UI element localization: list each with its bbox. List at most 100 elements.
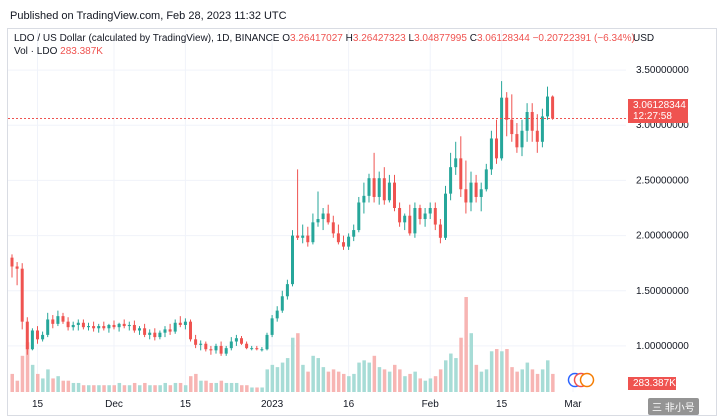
candle-body [71, 324, 75, 328]
candle-body [183, 321, 187, 325]
candle [143, 323, 147, 338]
candle-body [428, 208, 432, 214]
candle [408, 204, 412, 236]
volume-bar [81, 385, 86, 392]
candle [127, 321, 131, 331]
candle-body [30, 330, 34, 350]
volume-bar [275, 367, 280, 392]
candle [336, 224, 340, 245]
volume-bar [260, 387, 264, 392]
candle-body [265, 334, 269, 350]
candle-body [408, 215, 412, 234]
volume-bar [92, 385, 96, 392]
candle [377, 171, 381, 205]
candle-body [87, 326, 90, 328]
candle [398, 202, 402, 227]
volume-bar [454, 358, 458, 392]
watermark: 三 非小号 [648, 398, 699, 415]
volume-bar [398, 369, 402, 392]
candle-body [479, 189, 483, 197]
candle-body [484, 169, 488, 190]
candle-body [36, 330, 39, 340]
volume-bar [173, 382, 178, 392]
time-tick-label: 15 [180, 399, 192, 410]
candle-body [464, 189, 468, 203]
legend-change: −0.20722391 (−6.34%) [532, 33, 635, 44]
legend-high-label: H [345, 33, 353, 44]
candle [311, 213, 315, 245]
candle-body [178, 322, 182, 325]
volume-bar [459, 337, 463, 392]
candle [540, 108, 544, 148]
candle [132, 320, 136, 333]
volume-bar [30, 364, 35, 392]
candle-body [535, 130, 539, 142]
candle-body [459, 158, 463, 190]
candle [250, 345, 254, 351]
volume-bar [255, 387, 259, 392]
candle-body [270, 318, 274, 335]
legend-close-label: C [469, 33, 477, 44]
candle [148, 329, 152, 340]
volume-bar [418, 378, 422, 392]
volume-bar [505, 349, 509, 392]
volume-bar [117, 382, 122, 392]
volume-bar [403, 376, 407, 392]
candle [15, 262, 19, 286]
volume-bar [515, 371, 519, 392]
volume-bar [194, 373, 198, 392]
candle-body [546, 96, 549, 117]
candle-body [132, 324, 136, 331]
volume-bar [316, 358, 320, 392]
legend-volume: Vol · LDO 283.387K [14, 46, 103, 57]
volume-bar [428, 378, 433, 392]
candle [71, 321, 75, 331]
published-caption: Published on TradingView.com, Feb 28, 20… [10, 10, 287, 22]
volume-bar [10, 373, 14, 392]
bar-countdown-tag: 12:27:58 [628, 111, 688, 123]
legend-close: 3.06128344 [476, 33, 530, 44]
candle [240, 336, 243, 345]
volume-bar [423, 380, 428, 392]
volume-bar [229, 382, 234, 392]
candle [449, 152, 453, 201]
candle [178, 316, 182, 328]
candle [117, 322, 121, 332]
candle [464, 160, 468, 214]
candle [51, 315, 55, 329]
candle-body [551, 96, 555, 119]
candle-body [20, 268, 24, 322]
chart-frame[interactable] [7, 28, 717, 416]
volume-bar [214, 382, 218, 392]
events-icon[interactable] [566, 372, 596, 388]
time-tick-label: Feb [422, 399, 440, 410]
candle [510, 94, 514, 142]
candle [10, 254, 14, 278]
candle-body [331, 222, 335, 234]
candle [301, 224, 305, 244]
candle [495, 119, 498, 164]
candle-body [285, 284, 289, 297]
candle [326, 204, 330, 225]
candle [224, 345, 228, 356]
volume-bar [20, 355, 25, 392]
candle-body [46, 319, 50, 335]
candle [204, 341, 208, 352]
candle [413, 202, 417, 238]
volume-bar [61, 380, 65, 392]
volume-bar [495, 349, 499, 392]
candle-body [316, 219, 320, 223]
candle-body [260, 349, 264, 351]
volume-bar [183, 385, 188, 392]
currency-label: USD [633, 33, 655, 44]
candle [551, 95, 555, 120]
volume-bar [331, 369, 336, 392]
volume-bar [484, 369, 489, 392]
candle-body [510, 119, 514, 135]
candlesticks [10, 81, 555, 356]
candle-body [107, 324, 111, 329]
candle-body [382, 178, 386, 201]
candle [87, 322, 90, 331]
volume-bar [377, 367, 382, 392]
